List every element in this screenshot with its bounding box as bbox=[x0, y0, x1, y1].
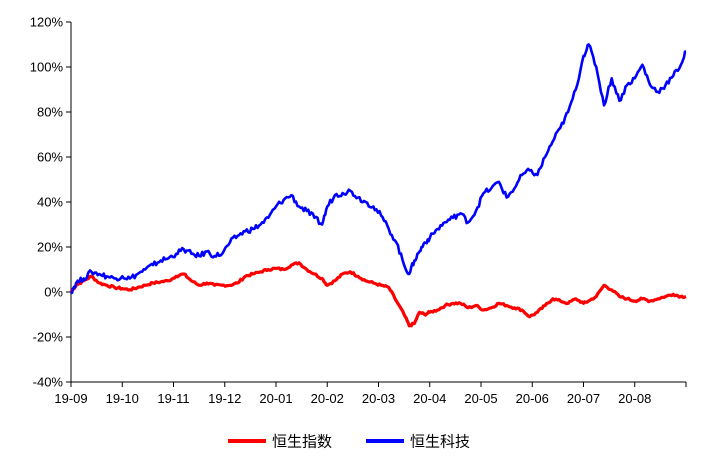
x-tick-label: 20-01 bbox=[259, 391, 292, 406]
x-tick-label: 19-12 bbox=[208, 391, 241, 406]
x-tick-label: 20-07 bbox=[567, 391, 600, 406]
x-tick-label: 19-09 bbox=[54, 391, 87, 406]
series-line-hstech bbox=[70, 43, 687, 295]
y-tick-label: 60% bbox=[37, 150, 63, 165]
y-tick-label: -40% bbox=[33, 375, 64, 390]
x-tick-label: 20-02 bbox=[311, 391, 344, 406]
x-ticks: 19-09 19-10 19-11 19-12 20-01 20-02 20-03 20-04… bbox=[54, 382, 687, 406]
x-tick-label: 20-06 bbox=[516, 391, 549, 406]
series-line-hsi bbox=[69, 261, 687, 328]
y-tick-label: -20% bbox=[33, 330, 64, 345]
legend-label: 恒生指数 bbox=[272, 433, 332, 451]
y-tick-label: 20% bbox=[37, 240, 63, 255]
legend: 恒生指数 恒生科技 bbox=[228, 433, 470, 451]
y-tick-label: 0% bbox=[44, 285, 63, 300]
y-tick-label: 80% bbox=[37, 105, 63, 120]
x-tick-label: 19-11 bbox=[157, 391, 189, 406]
y-tick-label: 40% bbox=[37, 195, 63, 210]
axes bbox=[70, 22, 686, 383]
x-tick-label: 20-05 bbox=[464, 391, 497, 406]
x-tick-label: 20-04 bbox=[413, 391, 446, 406]
y-tick-label: 100% bbox=[30, 60, 64, 75]
x-tick-label: 20-03 bbox=[362, 391, 395, 406]
x-tick-label: 20-08 bbox=[618, 391, 651, 406]
series-layer bbox=[69, 43, 687, 328]
legend-label: 恒生科技 bbox=[410, 433, 470, 451]
y-ticks: -40% -20% 0% 20% 40% 60% 80% 100% 120% bbox=[30, 15, 71, 390]
y-tick-label: 120% bbox=[30, 15, 64, 30]
x-tick-label: 19-10 bbox=[106, 391, 139, 406]
